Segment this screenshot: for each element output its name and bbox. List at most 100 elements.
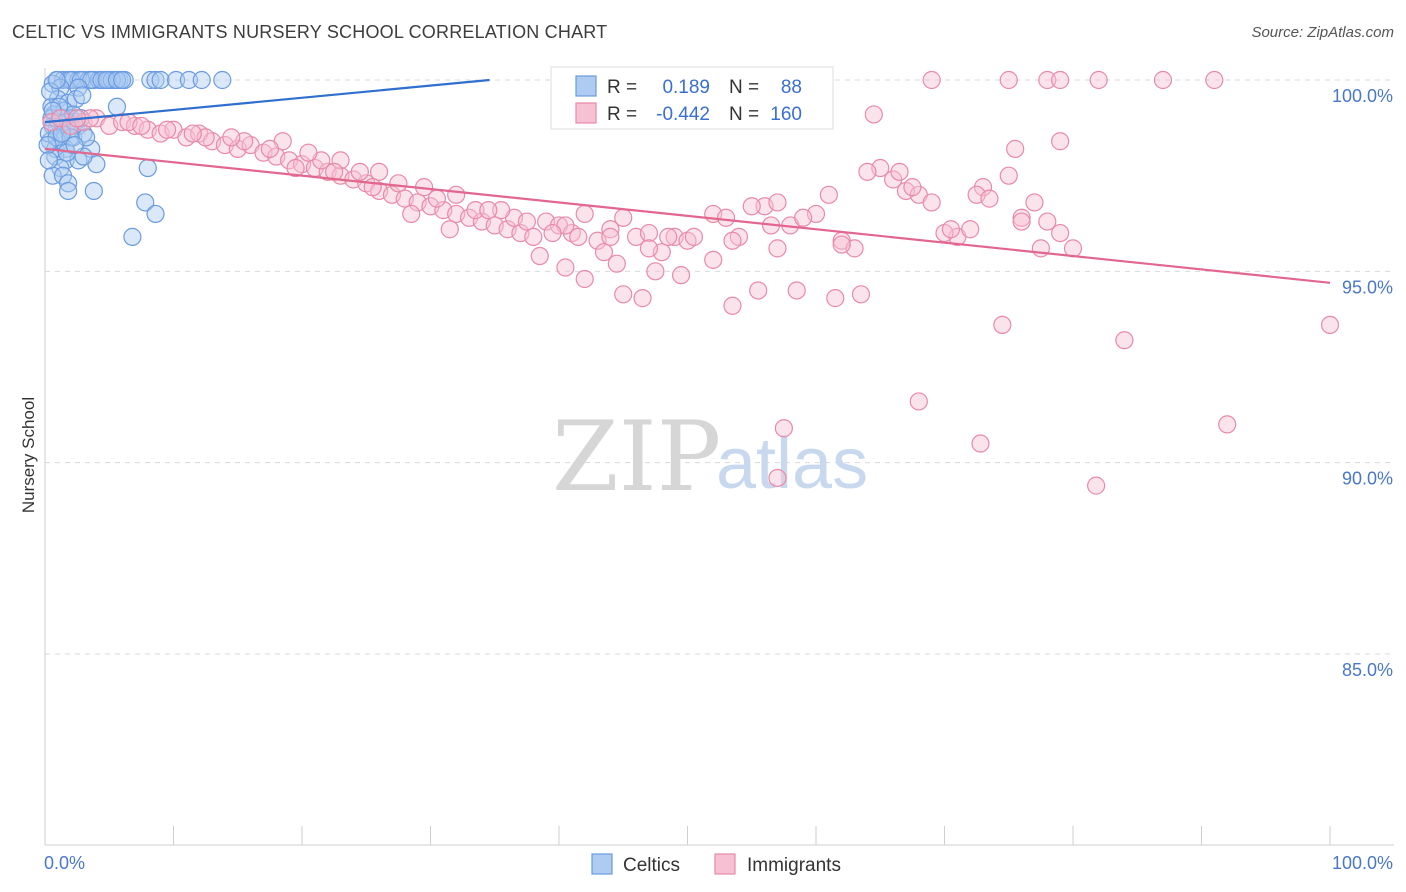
data-point-celtics — [166, 70, 186, 90]
data-point-immigrants — [183, 124, 202, 143]
legend-swatch-celtics — [575, 75, 597, 97]
data-point-immigrants — [922, 193, 941, 212]
data-point-immigrants — [646, 262, 665, 281]
data-point-immigrants — [575, 204, 594, 224]
data-point-immigrants — [370, 162, 389, 181]
data-point-immigrants — [909, 392, 928, 411]
data-point-immigrants — [999, 166, 1018, 185]
data-point-immigrants — [1025, 193, 1044, 212]
data-point-celtics — [151, 70, 170, 90]
data-point-immigrants — [961, 220, 980, 239]
data-point-immigrants — [1012, 208, 1031, 227]
x-tick-label-min: 0.0% — [44, 853, 85, 873]
y-axis-label: Nursery School — [19, 397, 38, 513]
data-point-immigrants — [749, 281, 768, 300]
data-point-immigrants — [1205, 70, 1224, 90]
data-point-immigrants — [389, 174, 408, 193]
data-point-immigrants — [556, 258, 575, 277]
data-point-immigrants — [299, 143, 318, 162]
data-point-celtics — [65, 135, 84, 155]
data-point-immigrants — [607, 254, 626, 273]
x-tick-label-max: 100.0% — [1332, 853, 1393, 873]
bottom-swatch-immigrants — [714, 853, 736, 875]
y-tick-label: 85.0% — [1342, 660, 1393, 680]
data-point-immigrants — [601, 227, 620, 246]
data-point-immigrants — [1218, 415, 1237, 434]
bottom-legend-celtics: Celtics — [623, 855, 680, 876]
stats-legend: R = 0.189 N = 88 R = -0.442 N = 160 — [550, 66, 834, 130]
data-point-immigrants — [1089, 70, 1108, 90]
data-point-celtics — [59, 181, 78, 201]
data-point-immigrants — [971, 434, 990, 453]
data-point-celtics — [73, 86, 92, 105]
data-point-celtics — [43, 101, 62, 120]
data-point-celtics — [192, 70, 211, 90]
watermark: ZIP atlas — [552, 401, 868, 513]
data-point-immigrants — [768, 468, 787, 488]
data-point-immigrants — [594, 243, 614, 262]
bottom-swatch-celtics — [591, 853, 613, 875]
data-point-immigrants — [492, 201, 511, 220]
data-point-celtics — [102, 70, 121, 90]
legend-r-label-immigrants: R = — [607, 104, 637, 125]
data-point-celtics — [107, 97, 127, 116]
legend-r-immigrants: -0.442 — [656, 104, 710, 125]
data-point-celtics — [41, 82, 60, 101]
legend-r-label-celtics: R = — [607, 77, 637, 98]
data-point-celtics — [38, 135, 57, 155]
data-point-immigrants — [890, 162, 909, 181]
data-point-immigrants — [716, 208, 736, 227]
data-point-immigrants — [331, 151, 350, 170]
data-point-immigrants — [1153, 70, 1173, 90]
data-point-celtics — [136, 193, 155, 212]
data-point-immigrants — [222, 128, 241, 147]
data-point-celtics — [47, 70, 66, 90]
data-point-celtics — [123, 227, 142, 246]
data-point-celtics — [39, 151, 58, 170]
data-point-immigrants — [1051, 132, 1070, 151]
data-point-immigrants — [1012, 212, 1031, 231]
data-point-celtics — [97, 70, 116, 90]
data-point-immigrants — [851, 285, 871, 304]
y-tick-label: 100.0% — [1332, 86, 1393, 106]
data-point-immigrants — [447, 185, 466, 204]
data-point-immigrants — [1051, 70, 1070, 90]
tick-labels: 85.0% 90.0% 95.0% 100.0% 0.0% 100.0% — [44, 86, 1393, 873]
data-point-celtics — [146, 204, 165, 224]
data-point-immigrants — [980, 189, 999, 208]
legend-n-label-celtics: N = — [729, 77, 759, 98]
axes — [44, 68, 1394, 846]
data-point-immigrants — [543, 223, 562, 243]
data-point-celtics — [92, 70, 111, 90]
data-point-immigrants — [1051, 223, 1070, 243]
data-point-immigrants — [832, 235, 851, 254]
data-point-immigrants — [858, 162, 877, 181]
legend-n-immigrants: 160 — [770, 104, 802, 125]
gridlines — [45, 79, 1394, 655]
data-point-immigrants — [325, 162, 344, 181]
data-point-immigrants — [363, 178, 382, 197]
data-point-immigrants — [614, 208, 633, 227]
data-point-immigrants — [723, 231, 742, 250]
trend-lines — [44, 78, 1331, 284]
data-point-immigrants — [993, 315, 1012, 335]
data-point-immigrants — [704, 250, 723, 269]
data-point-immigrants — [1320, 315, 1340, 335]
data-point-immigrants — [1006, 139, 1025, 158]
data-point-immigrants — [1038, 70, 1057, 90]
data-point-celtics — [146, 70, 165, 90]
data-point-immigrants — [768, 193, 787, 212]
data-point-immigrants — [1038, 212, 1057, 231]
data-point-celtics — [138, 158, 157, 178]
data-point-immigrants — [639, 223, 659, 243]
data-point-celtics — [141, 70, 160, 90]
legend-r-celtics: 0.189 — [662, 77, 710, 98]
data-point-immigrants — [922, 70, 941, 90]
data-point-immigrants — [742, 197, 761, 216]
data-point-immigrants — [671, 266, 691, 285]
data-point-immigrants — [826, 289, 845, 308]
data-point-immigrants — [350, 162, 369, 181]
data-point-celtics — [84, 181, 103, 201]
data-point-immigrants — [1087, 476, 1106, 495]
